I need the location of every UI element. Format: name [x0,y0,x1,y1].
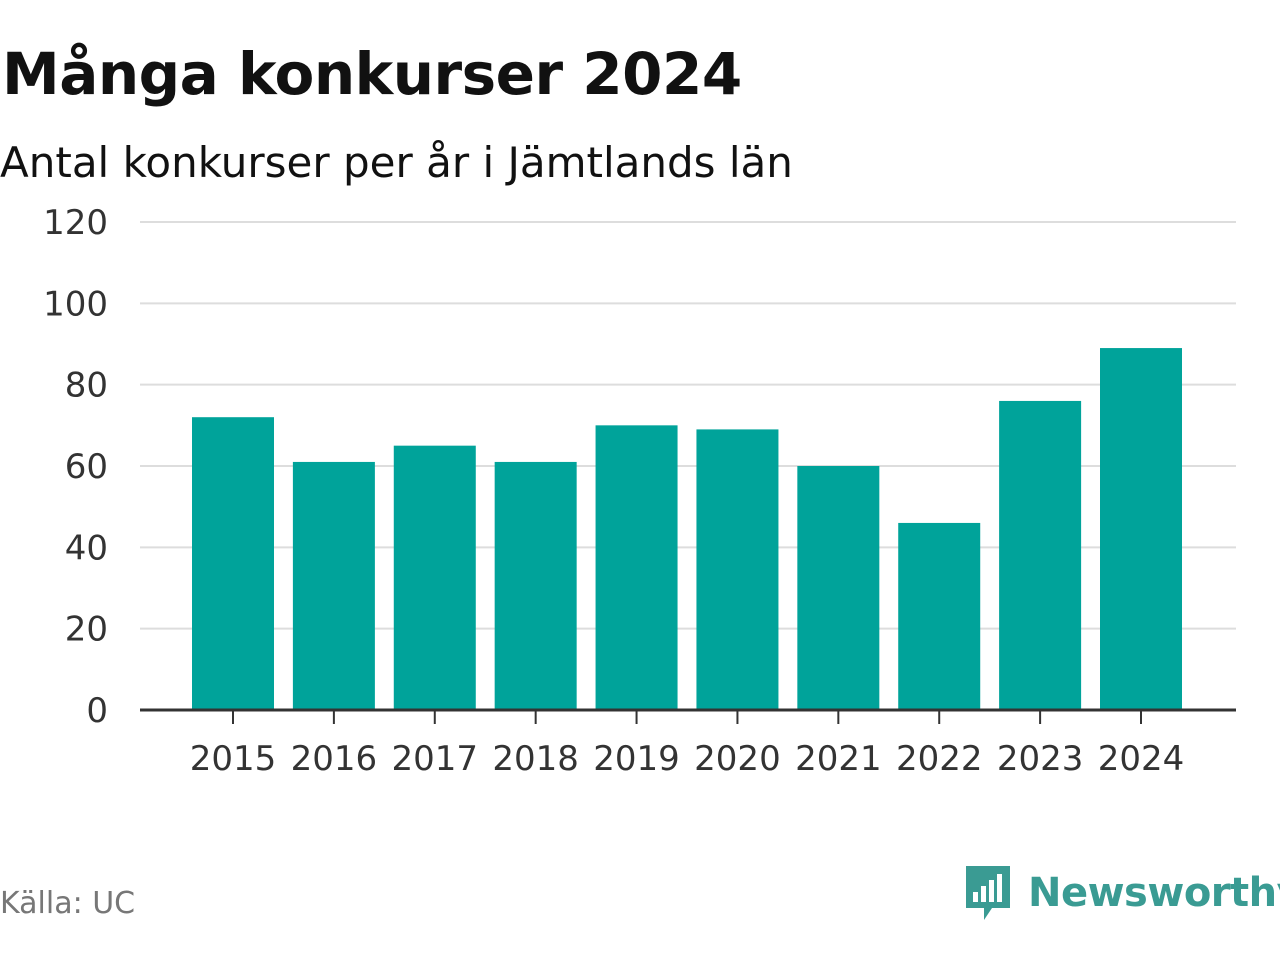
x-tick-label-2022: 2022 [896,739,983,779]
x-axis: 2015 2016 2017 2018 2019 2020 2021 2022 2023 2024 [140,708,1236,779]
x-tick-label-2019: 2019 [593,739,680,779]
x-tick-label-2020: 2020 [694,739,781,779]
bar-2022 [898,522,981,710]
bar-2023 [999,400,1082,710]
x-tick-label-2021: 2021 [795,739,882,779]
x-tick-label-2018: 2018 [492,739,579,779]
y-tick-label-0: 0 [86,691,108,731]
x-tick-label-2016: 2016 [291,739,378,779]
y-tick-label-20: 20 [65,610,108,650]
y-axis: 0 20 40 60 80 100 120 [43,203,108,731]
bars [192,348,1182,710]
brand-name: Newsworthy [1028,870,1280,916]
bar-2021 [797,466,880,710]
newsworthy-logo-icon [966,866,1010,920]
brand-logo: Newsworthy [962,862,1280,924]
bar-2020 [696,429,779,710]
bar-2019 [595,425,678,710]
chart-title: Många konkurser 2024 [2,40,742,108]
x-tick-label-2023: 2023 [997,739,1084,779]
bar-2017 [393,445,476,710]
chart-subtitle: Antal konkurser per år i Jämtlands län [0,138,793,187]
bar-2015 [192,417,274,710]
y-tick-label-40: 40 [65,528,108,568]
y-tick-label-120: 120 [43,203,108,243]
x-tick-label-2017: 2017 [392,739,479,779]
y-tick-label-80: 80 [65,366,108,406]
x-tick-label-2015: 2015 [190,739,277,779]
source-note: Källa: UC [0,886,136,921]
bar-2024 [1100,348,1182,710]
bar-2016 [292,461,375,710]
y-tick-label-100: 100 [43,284,108,324]
x-tick-label-2024: 2024 [1098,739,1185,779]
bar-2018 [494,461,577,710]
y-tick-label-60: 60 [65,447,108,487]
